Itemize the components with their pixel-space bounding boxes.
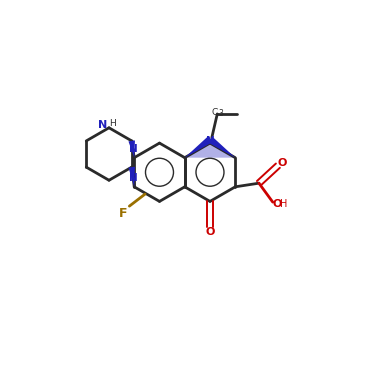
Text: C: C xyxy=(211,108,218,117)
Polygon shape xyxy=(208,137,235,158)
Text: N: N xyxy=(206,136,214,146)
Text: F: F xyxy=(119,207,127,220)
Polygon shape xyxy=(128,167,135,187)
Text: O: O xyxy=(273,199,282,209)
Text: H: H xyxy=(280,199,287,209)
Text: H: H xyxy=(109,119,116,128)
Polygon shape xyxy=(185,143,235,158)
Text: N: N xyxy=(98,120,107,130)
Text: 3: 3 xyxy=(218,109,223,118)
Text: N: N xyxy=(129,173,137,183)
Polygon shape xyxy=(128,140,135,158)
Polygon shape xyxy=(185,137,212,158)
Text: O: O xyxy=(205,227,215,237)
Polygon shape xyxy=(132,141,134,187)
Text: N: N xyxy=(129,144,137,154)
Text: O: O xyxy=(278,158,287,168)
